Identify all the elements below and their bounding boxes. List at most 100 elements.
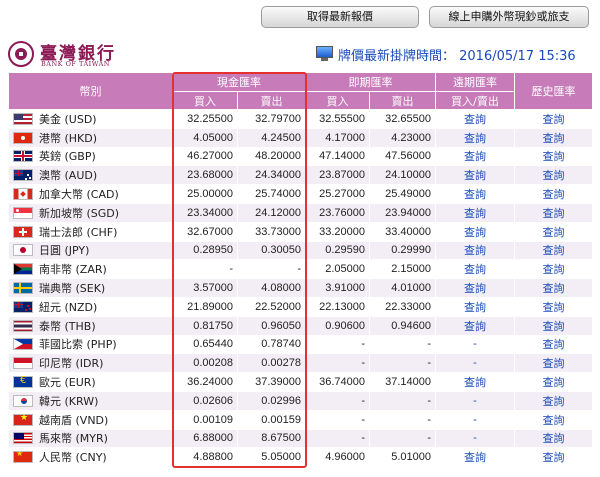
- currency-name: 南非幣 (ZAR): [39, 263, 107, 277]
- currency-name: 人民幣 (CNY): [39, 451, 107, 465]
- cash-sell-cell: 4.24500: [237, 127, 306, 148]
- history-query-link[interactable]: 查詢: [514, 315, 593, 336]
- forward-query-link[interactable]: 查詢: [435, 447, 515, 468]
- history-query-link[interactable]: 查詢: [514, 334, 593, 355]
- online-purchase-button[interactable]: 線上申購外幣現鈔或旅支: [429, 6, 589, 28]
- za-flag-icon: [13, 263, 33, 276]
- forward-query-link[interactable]: 查詢: [435, 146, 515, 167]
- history-query-link[interactable]: 查詢: [514, 127, 593, 148]
- table-row: 美金 (USD) 32.25500 32.79700 32.55500 32.65500…: [8, 109, 593, 129]
- header-forward-buy-sell: 買入/賣出: [435, 91, 515, 110]
- cash-buy-cell: 4.05000: [172, 127, 238, 148]
- spot-sell-cell: 4.23000: [369, 127, 436, 148]
- history-query-link[interactable]: 查詢: [514, 184, 593, 204]
- currency-cell: 人民幣 (CNY): [8, 447, 173, 468]
- history-query-link[interactable]: 查詢: [514, 296, 593, 317]
- table-row: 瑞典幣 (SEK) 3.57000 4.08000 3.91000 4.01000 查詢查…: [8, 278, 593, 298]
- monitor-icon: [316, 46, 333, 61]
- history-query-link[interactable]: 查詢: [514, 409, 593, 430]
- history-query-link[interactable]: 查詢: [514, 372, 593, 392]
- forward-query-link[interactable]: 查詢: [435, 259, 515, 280]
- exchange-rate-table: 幣別 現金匯率 即期匯率 遠期匯率 歷史匯率 買入 賣出 買入 賣出 買入/賣出…: [8, 72, 593, 468]
- id-flag-icon: [13, 357, 33, 370]
- cash-sell-cell: -: [237, 259, 306, 280]
- forward-query-link: -: [435, 353, 515, 374]
- cash-sell-cell: 24.34000: [237, 165, 306, 186]
- forward-query-link[interactable]: 查詢: [435, 278, 515, 298]
- forward-query-link: -: [435, 334, 515, 355]
- currency-name: 瑞士法郎 (CHF): [39, 225, 118, 239]
- cash-sell-cell: 8.67500: [237, 428, 306, 449]
- history-query-link[interactable]: 查詢: [514, 240, 593, 261]
- cash-buy-cell: 23.68000: [172, 165, 238, 186]
- cash-sell-cell: 0.02996: [237, 390, 306, 411]
- currency-cell: 南非幣 (ZAR): [8, 259, 173, 280]
- kr-flag-icon: [13, 394, 33, 407]
- history-query-link[interactable]: 查詢: [514, 447, 593, 468]
- spot-sell-cell: 2.15000: [369, 259, 436, 280]
- spot-sell-cell: 23.94000: [369, 202, 436, 223]
- forward-query-link: -: [435, 409, 515, 430]
- history-query-link[interactable]: 查詢: [514, 202, 593, 223]
- currency-name: 泰幣 (THB): [39, 319, 96, 333]
- cash-sell-cell: 0.00159: [237, 409, 306, 430]
- cash-buy-cell: 0.65440: [172, 334, 238, 355]
- spot-sell-cell: 24.10000: [369, 165, 436, 186]
- history-query-link[interactable]: 查詢: [514, 109, 593, 129]
- currency-cell: 越南盾 (VND): [8, 409, 173, 430]
- spot-buy-cell: -: [305, 428, 370, 449]
- history-query-link[interactable]: 查詢: [514, 428, 593, 449]
- history-query-link[interactable]: 查詢: [514, 390, 593, 411]
- history-query-link[interactable]: 查詢: [514, 165, 593, 186]
- history-query-link[interactable]: 查詢: [514, 259, 593, 280]
- forward-query-link[interactable]: 查詢: [435, 165, 515, 186]
- cash-buy-cell: 3.57000: [172, 278, 238, 298]
- spot-buy-cell: 32.55500: [305, 109, 370, 129]
- bank-logo[interactable]: 臺灣銀行 BANK OF TAIWAN: [8, 40, 138, 70]
- cn-flag-icon: [13, 449, 33, 464]
- table-row: 英鎊 (GBP) 46.27000 48.20000 47.14000 47.56000…: [8, 146, 593, 167]
- cash-sell-cell: 32.79700: [237, 109, 306, 129]
- forward-query-link[interactable]: 查詢: [435, 296, 515, 317]
- currency-cell: 紐元 (NZD): [8, 296, 173, 317]
- spot-buy-cell: -: [305, 409, 370, 430]
- forward-query-link[interactable]: 查詢: [435, 221, 515, 242]
- currency-cell: 澳幣 (AUD): [8, 165, 173, 186]
- se-flag-icon: [13, 282, 33, 295]
- history-query-link[interactable]: 查詢: [514, 146, 593, 167]
- currency-name: 新加坡幣 (SGD): [39, 206, 120, 220]
- currency-cell: 新加坡幣 (SGD): [8, 202, 173, 223]
- header-cash-sell: 賣出: [237, 91, 306, 110]
- history-query-link[interactable]: 查詢: [514, 353, 593, 374]
- cash-buy-cell: 0.00109: [172, 409, 238, 430]
- forward-query-link[interactable]: 查詢: [435, 127, 515, 148]
- cash-buy-cell: 4.88800: [172, 447, 238, 468]
- table-row: 菲國比索 (PHP) 0.65440 0.78740- - - 查詢: [8, 334, 593, 355]
- forward-query-link[interactable]: 查詢: [435, 109, 515, 129]
- history-query-link[interactable]: 查詢: [514, 278, 593, 298]
- forward-query-link[interactable]: 查詢: [435, 372, 515, 392]
- currency-name: 瑞典幣 (SEK): [39, 282, 106, 296]
- table-row: 加拿大幣 (CAD) 25.00000 25.74000 25.27000 25.490…: [8, 184, 593, 204]
- bank-name-en: BANK OF TAIWAN: [41, 60, 110, 68]
- forward-query-link[interactable]: 查詢: [435, 240, 515, 261]
- forward-query-link[interactable]: 查詢: [435, 315, 515, 336]
- uk-flag-icon: [13, 150, 33, 163]
- table-row: 港幣 (HKD) 4.05000 4.24500 4.17000 4.23000 查詢 查詢: [8, 127, 593, 148]
- table-row: 人民幣 (CNY)4.888005.050004.960005.01000查詢查…: [8, 447, 593, 468]
- cash-sell-cell: 4.08000: [237, 278, 306, 298]
- cash-sell-cell: 0.96050: [237, 315, 306, 336]
- forward-query-link[interactable]: 查詢: [435, 202, 515, 223]
- spot-sell-cell: 25.49000: [369, 184, 436, 204]
- get-latest-rates-button[interactable]: 取得最新報價: [261, 6, 419, 28]
- cash-sell-cell: 48.20000: [237, 146, 306, 167]
- spot-sell-cell: 32.65500: [369, 109, 436, 129]
- header-history-rate: 歷史匯率: [514, 72, 593, 110]
- header-currency: 幣別: [8, 72, 173, 110]
- table-row: 馬來幣 (MYR) 6.88000 8.67500- - - 查詢: [8, 428, 593, 449]
- forward-query-link[interactable]: 查詢: [435, 184, 515, 204]
- jp-flag-icon: [13, 244, 33, 257]
- currency-name: 紐元 (NZD): [39, 300, 98, 314]
- vn-flag-icon: [13, 413, 33, 426]
- history-query-link[interactable]: 查詢: [514, 221, 593, 242]
